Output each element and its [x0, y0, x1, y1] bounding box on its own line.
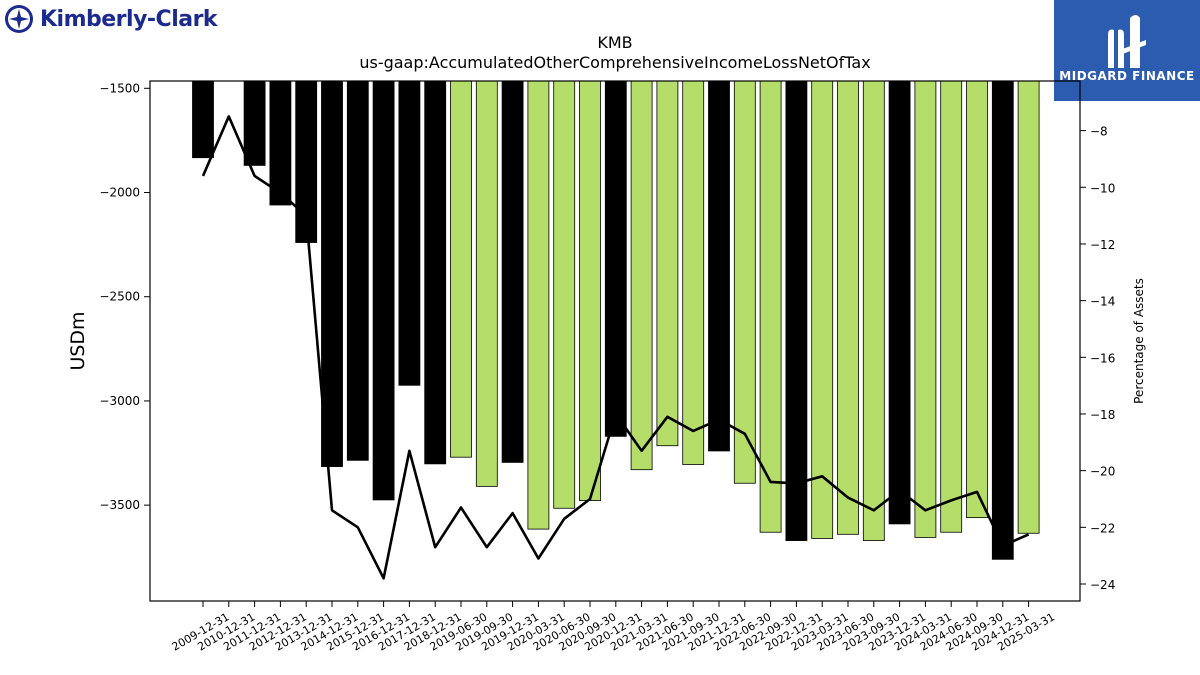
y2-tick-label: −10 — [1090, 181, 1115, 195]
bar — [630, 80, 653, 471]
y2-axis-label: Percentage of Assets — [1132, 278, 1146, 404]
kimberly-clark-logo: Kimberly-Clark — [4, 4, 218, 34]
bar — [708, 80, 730, 452]
y2-tick-label: −18 — [1090, 408, 1115, 422]
bar — [475, 80, 498, 487]
y-axis-label: USDm — [67, 311, 89, 370]
bar — [604, 80, 627, 437]
bar — [888, 80, 911, 525]
bar — [321, 80, 343, 467]
bar — [346, 80, 369, 461]
y2-tick-label: −12 — [1090, 238, 1115, 252]
chart-title: KMB — [597, 33, 632, 52]
y-axis-left: −1500 −2000 −2500 −3000 −3500 — [99, 81, 150, 512]
company-logo-text: Kimberly-Clark — [40, 6, 218, 32]
midgard-finance-logo: MIDGARD FINANCE — [1054, 0, 1200, 101]
bar — [579, 80, 601, 501]
y-axis-right: −8 −10 −12 −14 −16 −18 −20 −22 −24 — [1080, 125, 1115, 592]
y2-tick-label: −24 — [1090, 578, 1115, 592]
bar — [450, 80, 472, 458]
bar — [862, 80, 885, 541]
bar — [966, 80, 988, 519]
y2-tick-label: −22 — [1090, 521, 1115, 535]
brand-logo-text: MIDGARD FINANCE — [1059, 69, 1195, 83]
bar — [656, 80, 679, 447]
bar — [837, 80, 859, 535]
bar — [527, 80, 550, 530]
bar — [424, 80, 447, 465]
chart-subtitle: us-gaap:AccumulatedOtherComprehensiveInc… — [359, 53, 870, 72]
y2-tick-label: −8 — [1090, 125, 1108, 139]
bar — [398, 80, 421, 386]
y-tick-label: −2500 — [99, 290, 140, 304]
y2-tick-label: −16 — [1090, 351, 1115, 365]
x-axis: 2009-12-312010-12-312011-12-312012-12-31… — [170, 601, 1057, 654]
bar — [914, 80, 937, 538]
bar-series — [192, 80, 1040, 560]
y-tick-label: −3500 — [99, 498, 140, 512]
bar — [811, 80, 834, 539]
bar — [372, 80, 395, 501]
bar — [785, 80, 808, 541]
y-tick-label: −2000 — [99, 186, 140, 200]
midgard-emblem-icon — [1108, 15, 1146, 68]
line-series-path — [201, 115, 1030, 580]
bar — [991, 80, 1014, 560]
y-tick-label: −1500 — [99, 81, 140, 95]
bar — [243, 80, 266, 166]
bar — [192, 80, 214, 159]
bar — [1017, 80, 1040, 534]
bar — [682, 80, 705, 465]
bar — [501, 80, 524, 463]
bar — [269, 80, 292, 206]
bar — [759, 80, 782, 533]
bar — [553, 80, 576, 509]
y2-tick-label: −20 — [1090, 465, 1115, 479]
line-series — [201, 115, 1030, 580]
bar — [733, 80, 756, 484]
y-tick-label: −3000 — [99, 394, 140, 408]
y2-tick-label: −14 — [1090, 295, 1115, 309]
bar — [940, 80, 963, 533]
kimberly-clark-emblem-icon — [5, 5, 33, 33]
plot-frame — [149, 80, 1081, 602]
